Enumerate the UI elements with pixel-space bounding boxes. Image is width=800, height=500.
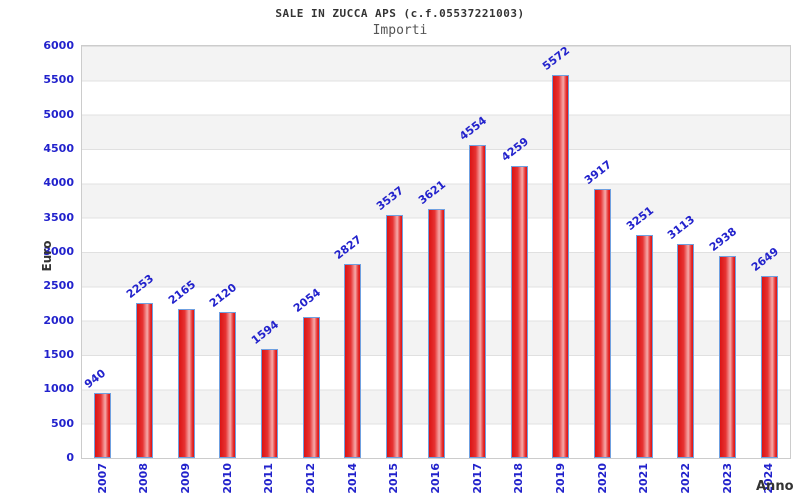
x-tick-label: 2018: [512, 463, 526, 494]
y-tick-label: 4000: [43, 176, 74, 190]
bar-value-label: 2054: [290, 285, 323, 315]
bar-value-label: 2649: [748, 244, 781, 275]
chart-title: SALE IN ZUCCA APS (c.f.05537221003): [275, 7, 525, 20]
bar-value-label: 3537: [373, 184, 406, 214]
y-tick-label: 3000: [43, 245, 74, 258]
y-tick-label: 1500: [43, 348, 74, 361]
bar-2020[interactable]: [594, 189, 612, 458]
chart-subtitle: Importi: [372, 23, 428, 38]
bar-2016[interactable]: [427, 209, 445, 458]
y-tick-label: 500: [51, 416, 74, 430]
bar-value-label: 3621: [415, 178, 448, 208]
bar-2009[interactable]: [177, 309, 195, 458]
y-tick-label: 5500: [43, 73, 74, 87]
bar-2015[interactable]: [385, 215, 403, 458]
bar-value-label: 3113: [665, 213, 698, 243]
y-tick-label: 0: [66, 451, 74, 464]
x-tick-label: 2009: [179, 463, 193, 494]
x-tick-label: 2007: [95, 463, 109, 494]
bar-value-label: 2253: [123, 272, 157, 302]
x-tick-label: 2014: [345, 463, 359, 494]
bar-2024[interactable]: [760, 276, 778, 458]
bar-2012[interactable]: [302, 316, 320, 458]
x-tick-label: 2017: [470, 463, 484, 494]
x-tick-label: 2015: [387, 463, 401, 494]
x-tick-label: 2016: [429, 463, 442, 494]
bar-2019[interactable]: [552, 75, 570, 458]
bar-value-label: 2827: [332, 232, 365, 262]
x-tick-label: 2011: [262, 463, 276, 494]
bar-value-label: 940: [82, 367, 109, 392]
bar-2021[interactable]: [635, 234, 653, 458]
x-tick-label: 2022: [678, 463, 692, 494]
y-tick-label: 5000: [43, 107, 74, 121]
bar-2017[interactable]: [469, 145, 487, 458]
bar-value-label: 5572: [540, 44, 573, 74]
bar-2007[interactable]: [94, 393, 112, 458]
y-tick-label: 2000: [43, 313, 74, 327]
bar-2014[interactable]: [344, 263, 362, 458]
x-tick-label: 2020: [595, 463, 609, 494]
bar-value-label: 3251: [623, 203, 656, 233]
bar-2011[interactable]: [260, 348, 278, 458]
bar-value-label: 2120: [207, 281, 240, 311]
x-tick-label: 2019: [553, 463, 567, 494]
x-axis-title: Anno: [756, 479, 794, 494]
y-tick-label: 2500: [43, 279, 74, 293]
bar-value-label: 1594: [248, 317, 282, 347]
bar-2018[interactable]: [510, 165, 528, 458]
x-tick-label: 2021: [637, 463, 651, 494]
bar-value-label: 2165: [165, 278, 198, 308]
bar-value-label: 3917: [582, 157, 615, 188]
bar-value-label: 2938: [707, 225, 740, 255]
y-tick-label: 6000: [43, 39, 74, 52]
bar-2023[interactable]: [719, 256, 737, 458]
bar-2022[interactable]: [677, 244, 695, 458]
x-tick-label: 2008: [137, 463, 151, 494]
bar-value-label: 4554: [457, 114, 490, 144]
y-tick-label: 4500: [43, 142, 74, 155]
x-tick-label: 2023: [720, 463, 734, 494]
x-tick-label: 2010: [220, 463, 234, 494]
y-tick-label: 3500: [43, 210, 74, 224]
x-tick-label: 2012: [304, 463, 318, 494]
y-axis-title-label: Euro: [40, 240, 54, 272]
plot-area: 940 2253 2165 2120 1594 2054 2827 3537 3621 4554 4…: [81, 44, 791, 459]
bar-value-label: 4259: [498, 134, 531, 164]
bar-2010[interactable]: [219, 312, 237, 458]
y-tick-label: 1000: [43, 382, 74, 396]
bar-2008[interactable]: [135, 303, 153, 458]
